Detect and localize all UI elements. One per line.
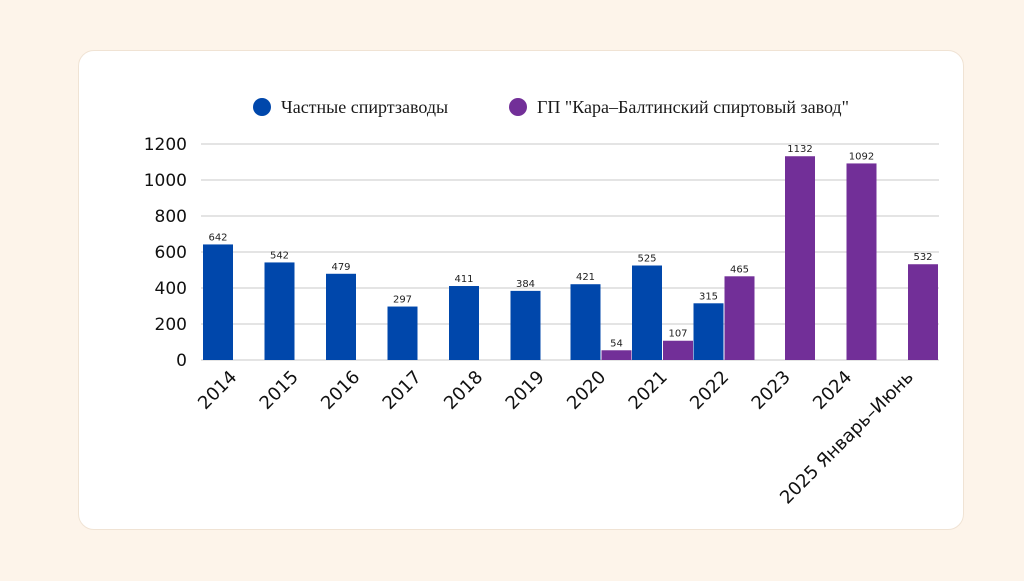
x-tick-label: 2024 (809, 367, 856, 414)
y-axis-ticks: 0 200 400 600 800 1000 1200 (144, 135, 187, 371)
bar-private-6 (570, 284, 601, 360)
bar-state-10 (846, 163, 877, 360)
bar-state-7 (663, 340, 693, 360)
x-tick-label: 2023 (748, 367, 795, 414)
bar-private-2 (326, 273, 356, 360)
data-label: 465 (730, 264, 749, 275)
data-label: 1132 (787, 144, 812, 155)
bar-private-5 (510, 290, 541, 360)
y-tick-label: 600 (155, 243, 187, 263)
bar-private-0 (203, 244, 233, 360)
x-tick-label: 2016 (317, 367, 364, 414)
data-label: 1092 (849, 151, 874, 162)
data-labels: 642 542 479 297 411 384 421 54 525 107 315 465 1132 1… (208, 144, 932, 349)
data-label: 411 (454, 274, 473, 285)
legend-marker-1 (509, 98, 527, 116)
data-label: 479 (331, 262, 350, 273)
x-tick-label: 2021 (625, 367, 672, 414)
y-tick-label: 200 (155, 315, 187, 335)
y-tick-label: 1000 (144, 171, 187, 191)
x-tick-label: 2019 (502, 367, 549, 414)
gridlines (201, 143, 939, 361)
data-label: 297 (393, 295, 412, 306)
bar-private-4 (449, 286, 479, 360)
legend: Частные спиртзаводы ГП "Кара–Балтинский с… (253, 97, 849, 117)
data-label: 315 (699, 291, 718, 302)
x-tick-label: 2015 (256, 367, 303, 414)
data-label: 54 (610, 338, 623, 349)
data-label: 542 (270, 250, 289, 261)
data-label: 384 (516, 279, 535, 290)
y-tick-label: 0 (176, 351, 187, 371)
bar-private-3 (387, 306, 418, 360)
x-tick-label: 2018 (440, 367, 487, 414)
bar-private-7 (632, 265, 662, 360)
data-label: 421 (576, 272, 595, 283)
bar-state-11 (908, 264, 938, 360)
bar-state-9 (785, 156, 815, 360)
bar-state-6 (601, 350, 632, 360)
y-tick-label: 1200 (144, 135, 187, 155)
legend-label-1: ГП "Кара–Балтинский спиртовый завод" (537, 97, 849, 117)
legend-marker-0 (253, 98, 271, 116)
x-tick-label: 2022 (686, 367, 733, 414)
bar-private-1 (264, 262, 295, 360)
data-label: 525 (637, 254, 656, 265)
data-label: 532 (913, 252, 932, 263)
x-tick-label: 2020 (563, 367, 610, 414)
y-tick-label: 800 (155, 207, 187, 227)
data-label: 107 (668, 329, 687, 340)
bar-private-8 (693, 303, 724, 360)
y-tick-label: 400 (155, 279, 187, 299)
x-tick-label: 2017 (379, 367, 426, 414)
legend-label-0: Частные спиртзаводы (281, 97, 448, 117)
data-label: 642 (208, 232, 227, 243)
bar-state-8 (724, 276, 755, 360)
x-axis-ticks: 2014 2015 2016 2017 2018 2019 2020 2021 2022 2023… (194, 367, 918, 509)
x-tick-label: 2014 (194, 367, 241, 414)
bars (203, 156, 938, 360)
